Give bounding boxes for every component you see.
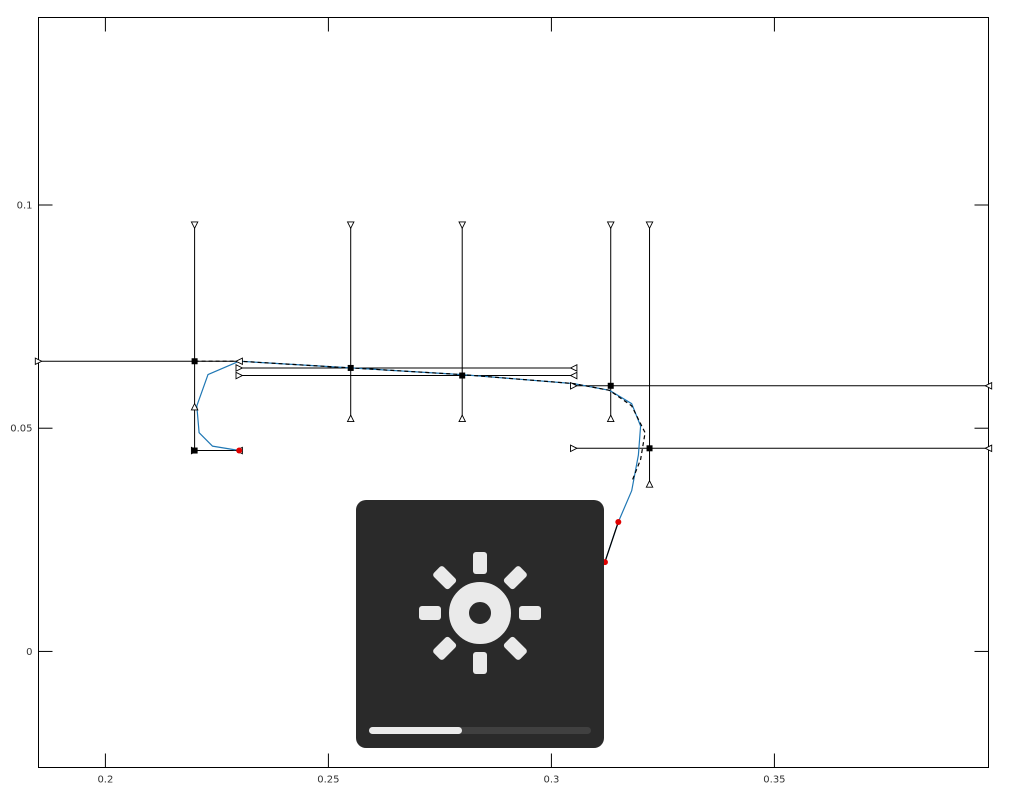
data-node	[348, 365, 354, 371]
data-node	[192, 448, 198, 454]
brightness-ray	[503, 636, 528, 661]
brightness-ray	[503, 565, 528, 590]
end-segment-line	[605, 522, 618, 562]
y-tick-label: 0.05	[10, 424, 32, 435]
brightness-level-track	[369, 727, 591, 734]
data-node	[192, 358, 198, 364]
error-cap-marker	[236, 372, 242, 378]
error-cap-marker	[459, 222, 465, 228]
endpoint-marker	[236, 448, 242, 454]
error-cap-marker	[646, 481, 652, 487]
error-cap-marker	[236, 365, 242, 371]
data-node	[647, 445, 653, 451]
error-cap-marker	[236, 358, 242, 364]
brightness-ray	[473, 552, 487, 574]
endpoint-marker	[615, 519, 621, 525]
x-tick-label: 0.25	[317, 775, 339, 786]
data-node	[608, 383, 614, 389]
brightness-ray	[519, 606, 541, 620]
error-cap-marker	[348, 415, 354, 421]
error-cap-marker	[571, 372, 577, 378]
error-bars	[39, 225, 989, 484]
error-cap-marker	[571, 365, 577, 371]
y-tick-label: 0.1	[17, 201, 33, 212]
brightness-level-fill	[369, 727, 462, 734]
x-tick-label: 0.2	[97, 775, 113, 786]
error-bar-caps	[35, 222, 991, 487]
x-tick-label: 0.3	[543, 775, 559, 786]
error-cap-marker	[459, 415, 465, 421]
y-tick-label: 0	[26, 647, 32, 658]
error-cap-marker	[571, 445, 577, 451]
brightness-ray	[432, 636, 457, 661]
x-tick-label: 0.35	[763, 775, 785, 786]
error-cap-marker	[608, 222, 614, 228]
brightness-icon	[356, 500, 604, 748]
brightness-ray	[473, 652, 487, 674]
data-node	[459, 373, 465, 379]
brightness-ray	[432, 565, 457, 590]
error-cap-marker	[646, 222, 652, 228]
error-cap-marker	[191, 222, 197, 228]
error-cap-marker	[348, 222, 354, 228]
error-cap-marker	[608, 415, 614, 421]
brightness-ray	[419, 606, 441, 620]
brightness-osd	[356, 500, 604, 748]
reference-line	[195, 361, 645, 482]
